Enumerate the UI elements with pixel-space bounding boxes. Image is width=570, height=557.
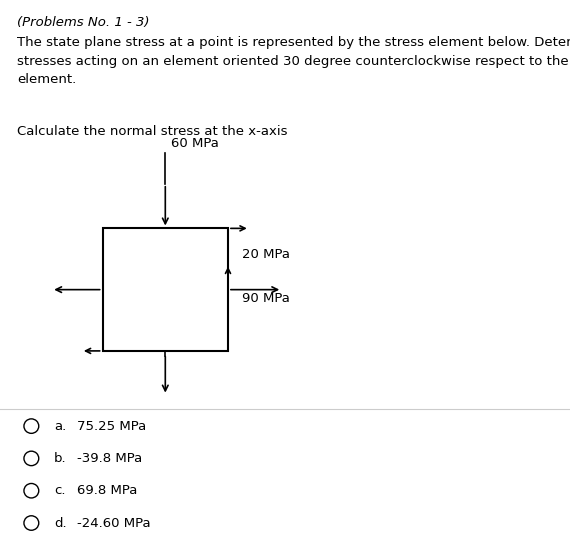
Text: The state plane stress at a point is represented by the stress element below. De: The state plane stress at a point is rep… [17,36,570,86]
Text: 69.8 MPa: 69.8 MPa [77,484,137,497]
Text: a.: a. [54,419,66,433]
Text: 20 MPa: 20 MPa [242,248,290,261]
Text: 75.25 MPa: 75.25 MPa [77,419,146,433]
Text: 60 MPa: 60 MPa [171,138,219,150]
Text: c.: c. [54,484,66,497]
Text: -24.60 MPa: -24.60 MPa [77,516,150,530]
Text: 90 MPa: 90 MPa [242,292,290,305]
Bar [103,228,228,351]
Text: -39.8 MPa: -39.8 MPa [77,452,142,465]
Text: d.: d. [54,516,67,530]
Text: b.: b. [54,452,67,465]
Text: Calculate the normal stress at the x-axis: Calculate the normal stress at the x-axi… [17,125,288,138]
Text: (Problems No. 1 - 3): (Problems No. 1 - 3) [17,16,149,28]
